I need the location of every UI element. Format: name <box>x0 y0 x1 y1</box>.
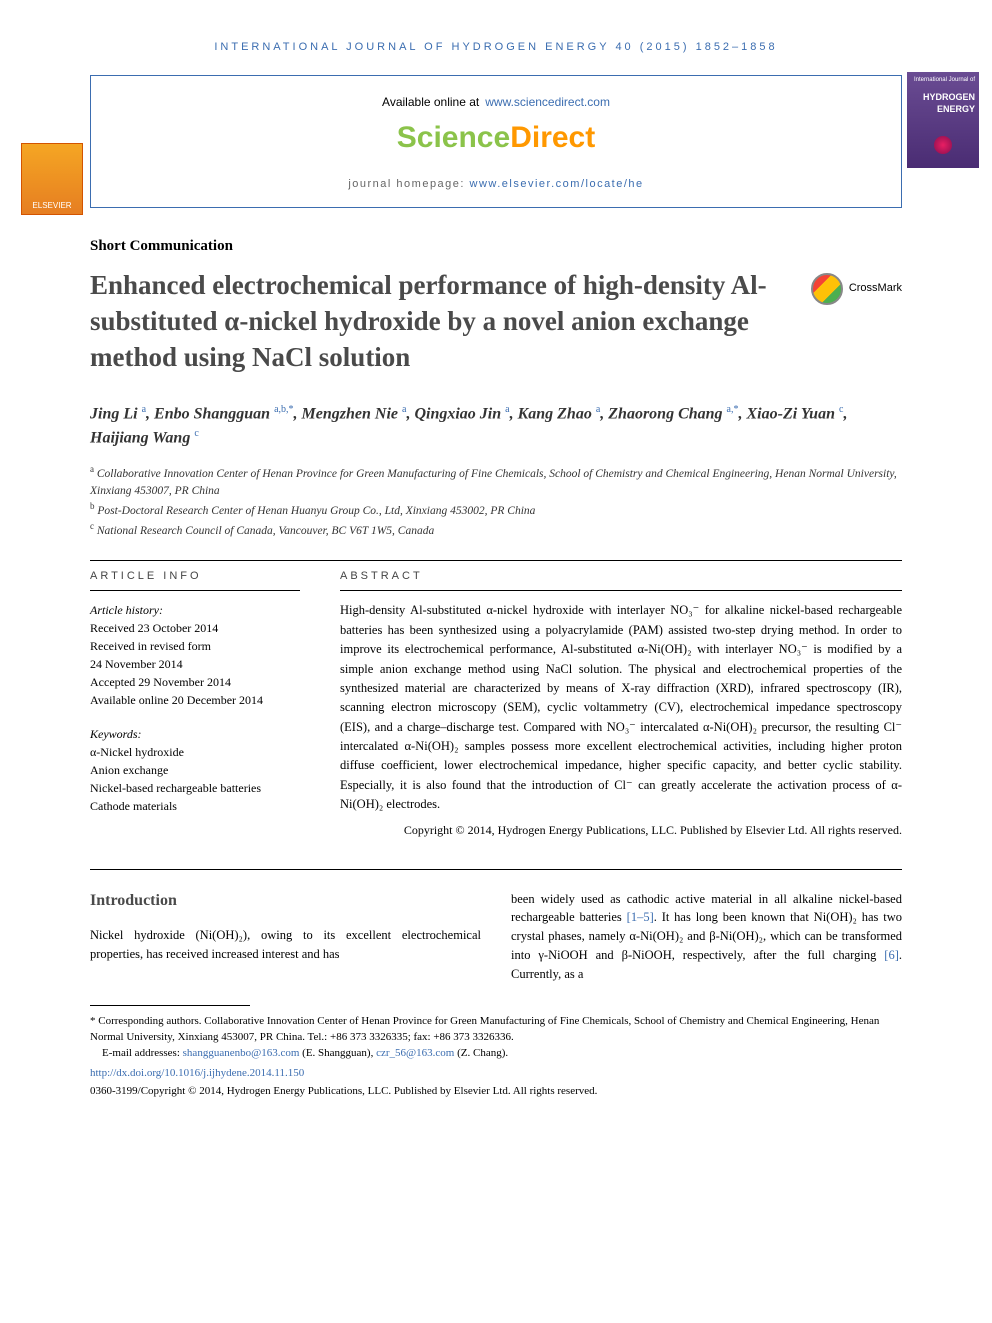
section-divider <box>90 869 902 870</box>
sciencedirect-brand: ScienceDirect <box>111 117 881 159</box>
introduction-heading: Introduction <box>90 890 481 912</box>
history-line: Accepted 29 November 2014 <box>90 673 300 691</box>
keyword: Cathode materials <box>90 797 300 815</box>
citation-link[interactable]: [1–5] <box>627 910 654 924</box>
corresponding-author-note: * Corresponding authors. Collaborative I… <box>90 1014 902 1046</box>
brand-part-1: Science <box>397 121 510 154</box>
affiliations: a Collaborative Innovation Center of Hen… <box>90 463 902 540</box>
doi-link[interactable]: http://dx.doi.org/10.1016/j.ijhydene.201… <box>90 1067 304 1079</box>
keyword: α-Nickel hydroxide <box>90 743 300 761</box>
abstract-column: ABSTRACT High-density Al-substituted α-n… <box>340 561 902 839</box>
crossmark-widget[interactable]: CrossMark <box>811 273 902 305</box>
crossmark-label: CrossMark <box>849 281 902 296</box>
keyword: Anion exchange <box>90 761 300 779</box>
email-link-1[interactable]: shangguanenbo@163.com <box>183 1047 300 1059</box>
email-label: E-mail addresses: <box>102 1047 180 1059</box>
cover-top-text: International Journal of <box>911 76 975 84</box>
abstract-copyright: Copyright © 2014, Hydrogen Energy Public… <box>340 821 902 839</box>
history-label: Article history: <box>90 601 300 619</box>
history-line: Available online 20 December 2014 <box>90 691 300 709</box>
journal-header: ELSEVIER International Journal of HYDROG… <box>90 75 902 207</box>
article-info-head: ARTICLE INFO <box>90 561 300 591</box>
journal-cover-thumbnail: International Journal of HYDROGEN ENERGY <box>907 72 979 168</box>
cover-journal-name: HYDROGEN ENERGY <box>911 91 975 116</box>
homepage-label: journal homepage: <box>348 178 465 190</box>
keywords-label: Keywords: <box>90 725 300 743</box>
cover-graphic-icon <box>934 136 952 154</box>
elsevier-logo: ELSEVIER <box>21 143 83 215</box>
article-type: Short Communication <box>90 236 902 257</box>
sciencedirect-link[interactable]: www.sciencedirect.com <box>485 94 610 111</box>
email-link-2[interactable]: czr_56@163.com <box>376 1047 454 1059</box>
keyword: Nickel-based rechargeable batteries <box>90 779 300 797</box>
author-list: Jing Li a, Enbo Shangguan a,b,*, Mengzhe… <box>90 402 902 451</box>
citation-link[interactable]: [6] <box>884 948 899 962</box>
keywords-block: Keywords: α-Nickel hydroxideAnion exchan… <box>90 725 300 815</box>
footnotes: * Corresponding authors. Collaborative I… <box>90 1014 902 1100</box>
abstract-text: High-density Al-substituted α-nickel hyd… <box>340 601 902 814</box>
intro-text-left: Nickel hydroxide (Ni(OH)₂), owing to its… <box>90 926 481 964</box>
footnote-separator <box>90 1005 250 1006</box>
abstract-head: ABSTRACT <box>340 561 902 591</box>
issn-copyright: 0360-3199/Copyright © 2014, Hydrogen Ene… <box>90 1084 902 1100</box>
body-column-left: Introduction Nickel hydroxide (Ni(OH)₂),… <box>90 890 481 984</box>
history-line: 24 November 2014 <box>90 655 300 673</box>
running-head: INTERNATIONAL JOURNAL OF HYDROGEN ENERGY… <box>90 40 902 55</box>
intro-text-right: been widely used as cathodic active mate… <box>511 890 902 984</box>
homepage-link[interactable]: www.elsevier.com/locate/he <box>470 178 644 190</box>
email-name-1: (E. Shangguan), <box>302 1047 373 1059</box>
article-info-column: ARTICLE INFO Article history: Received 2… <box>90 561 300 839</box>
history-line: Received in revised form <box>90 637 300 655</box>
article-history: Article history: Received 23 October 201… <box>90 601 300 709</box>
body-column-right: been widely used as cathodic active mate… <box>511 890 902 984</box>
brand-part-2: Direct <box>510 121 595 154</box>
available-label: Available online at <box>382 94 479 111</box>
email-name-2: (Z. Chang). <box>457 1047 508 1059</box>
crossmark-icon <box>811 273 843 305</box>
article-title: Enhanced electrochemical performance of … <box>90 267 791 376</box>
history-line: Received 23 October 2014 <box>90 619 300 637</box>
